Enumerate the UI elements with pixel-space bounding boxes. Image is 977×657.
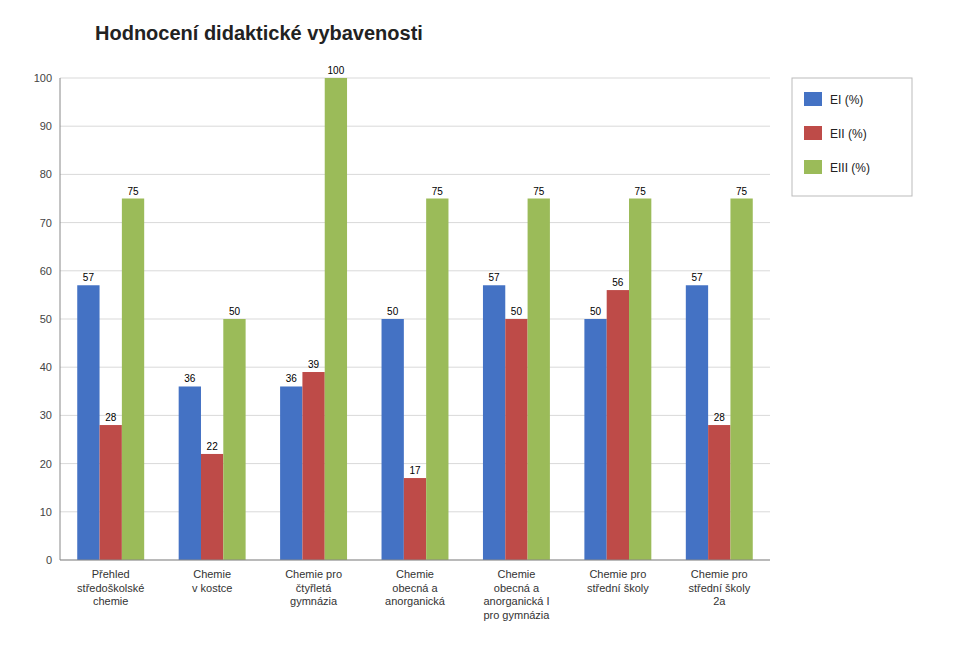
data-label: 75 bbox=[635, 186, 647, 197]
data-label: 50 bbox=[590, 306, 602, 317]
data-label: 100 bbox=[328, 65, 345, 76]
data-label: 28 bbox=[105, 412, 117, 423]
bar bbox=[528, 199, 550, 561]
bar bbox=[77, 285, 99, 560]
bar bbox=[483, 285, 505, 560]
legend-label: EII (%) bbox=[830, 127, 867, 141]
bar bbox=[505, 319, 527, 560]
title: Hodnocení didaktické vybavenosti bbox=[95, 22, 423, 44]
grid-line bbox=[60, 367, 770, 368]
legend-label: EI (%) bbox=[830, 93, 863, 107]
x-tick-label: Chemie pročtyřletágymnázia bbox=[285, 568, 342, 607]
x-axis: Přehledstředoškolskéchemie Chemiev kostce… bbox=[77, 568, 751, 621]
data-label: 57 bbox=[489, 272, 501, 283]
y-tick-label: 70 bbox=[40, 217, 52, 229]
grid-line bbox=[60, 270, 770, 271]
data-label: 28 bbox=[714, 412, 726, 423]
data-label: 17 bbox=[409, 465, 421, 476]
y-tick-label: 80 bbox=[40, 168, 52, 180]
bar bbox=[404, 478, 426, 560]
legend-frame bbox=[792, 78, 912, 196]
data-label: 22 bbox=[207, 441, 219, 452]
y-tick-label: 30 bbox=[40, 409, 52, 421]
bar bbox=[223, 319, 245, 560]
bar bbox=[325, 78, 347, 560]
y-tick-label: 60 bbox=[40, 265, 52, 277]
bar bbox=[302, 372, 324, 560]
chart-container: 0 10 20 30 40 50 60 70 80 90 100 57 36 36 50 57 50 57 28 22… bbox=[0, 0, 977, 657]
y-tick-label: 50 bbox=[40, 313, 52, 325]
x-axis-line bbox=[60, 560, 770, 561]
legend-swatch bbox=[804, 126, 822, 140]
data-label: 75 bbox=[432, 186, 444, 197]
grid-line bbox=[60, 415, 770, 416]
legend: EI (%) EII (%) EIII (%) bbox=[792, 78, 912, 196]
bar bbox=[686, 285, 708, 560]
bar bbox=[730, 199, 752, 561]
grid-line bbox=[60, 126, 770, 127]
data-label: 57 bbox=[691, 272, 703, 283]
y-tick-label: 40 bbox=[40, 361, 52, 373]
x-tick-label: Přehledstředoškolskéchemie bbox=[77, 568, 144, 607]
bar bbox=[179, 386, 201, 560]
x-tick-label: Chemieobecná aanorganická Ipro gymnázia bbox=[483, 568, 550, 621]
y-axis: 0 10 20 30 40 50 60 70 80 90 100 bbox=[34, 72, 52, 566]
data-label: 75 bbox=[736, 186, 748, 197]
y-tick-label: 0 bbox=[46, 554, 52, 566]
data-label: 50 bbox=[229, 306, 241, 317]
legend-swatch bbox=[804, 92, 822, 106]
y-tick-label: 20 bbox=[40, 458, 52, 470]
bar bbox=[280, 386, 302, 560]
y-tick-label: 10 bbox=[40, 506, 52, 518]
legend-swatch bbox=[804, 160, 822, 174]
bars bbox=[77, 78, 753, 560]
data-label: 50 bbox=[387, 306, 399, 317]
bar bbox=[100, 425, 122, 560]
bar bbox=[122, 199, 144, 561]
chart: 0 10 20 30 40 50 60 70 80 90 100 57 36 36 50 57 50 57 28 22… bbox=[0, 0, 977, 657]
y-tick-label: 90 bbox=[40, 120, 52, 132]
grid-line bbox=[60, 222, 770, 223]
legend-label: EIII (%) bbox=[830, 161, 870, 175]
bar bbox=[607, 290, 629, 560]
grid-line bbox=[60, 560, 770, 561]
data-label: 56 bbox=[612, 277, 624, 288]
data-label: 57 bbox=[83, 272, 95, 283]
bar bbox=[382, 319, 404, 560]
bar bbox=[201, 454, 223, 560]
grid-line bbox=[60, 319, 770, 320]
bar bbox=[708, 425, 730, 560]
x-tick-label: Chemie prostřední školy2a bbox=[688, 568, 750, 607]
data-label: 75 bbox=[127, 186, 139, 197]
x-tick-label: Chemieobecná aanorganická bbox=[385, 568, 446, 607]
data-labels: 57 36 36 50 57 50 57 28 22 39 17 50 56 28 75 50 100 75 75 7… bbox=[83, 65, 748, 476]
data-label: 36 bbox=[286, 373, 298, 384]
data-label: 39 bbox=[308, 359, 320, 370]
y-axis-line bbox=[60, 78, 61, 560]
grid-line bbox=[60, 463, 770, 464]
bar bbox=[426, 199, 448, 561]
data-label: 36 bbox=[184, 373, 196, 384]
x-tick-label: Chemie prostřední školy bbox=[587, 568, 649, 594]
grid-line bbox=[60, 174, 770, 175]
grid-line bbox=[60, 78, 770, 79]
data-label: 75 bbox=[533, 186, 545, 197]
y-tick-label: 100 bbox=[34, 72, 52, 84]
data-label: 50 bbox=[511, 306, 523, 317]
bar bbox=[584, 319, 606, 560]
bar bbox=[629, 199, 651, 561]
grid bbox=[60, 78, 770, 560]
x-tick-label: Chemiev kostce bbox=[192, 568, 232, 594]
